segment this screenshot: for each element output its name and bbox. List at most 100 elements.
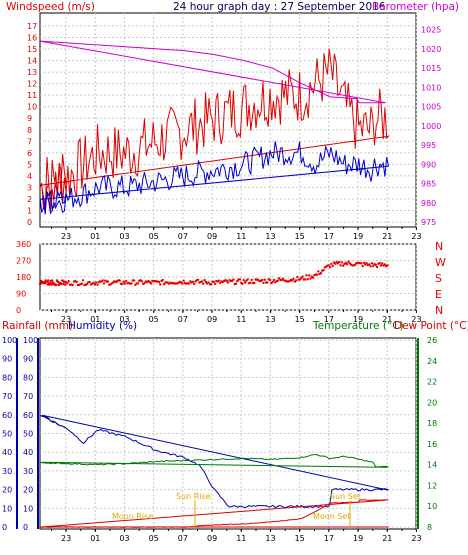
- temperature-tick-label: 16: [427, 440, 437, 449]
- wind-tick-label: 3: [27, 183, 32, 192]
- rain-tick-label: 50: [2, 430, 12, 439]
- direction-point: [196, 278, 200, 281]
- humidity-tick-label: 70: [23, 392, 33, 401]
- direction-point: [125, 279, 128, 283]
- direction-point: [88, 280, 91, 284]
- wind-barometer-panel: 23 01 03 05 07 09 11 13 15 17 19 21 2301234567891011…: [27, 12, 441, 241]
- direction-point: [238, 278, 242, 281]
- direction-point: [386, 264, 389, 267]
- time-label: 19: [353, 315, 363, 324]
- rain-tick-label: 0: [2, 523, 7, 532]
- direction-point: [67, 280, 70, 283]
- direction-point: [263, 278, 266, 281]
- time-label: 21: [382, 534, 392, 543]
- graph-title: 24 hour graph day : 27 September 2016: [173, 1, 386, 13]
- direction-point: [207, 281, 210, 284]
- moon-rise-label: Moon Rise: [112, 512, 153, 521]
- direction-point: [315, 273, 319, 276]
- rain-tick-label: 10: [2, 504, 12, 513]
- humidity-tick-label: 60: [23, 411, 33, 420]
- direction-point: [381, 262, 384, 265]
- time-label: 23: [411, 315, 421, 324]
- direction-tick-label: 90: [16, 290, 26, 299]
- temperature-tick-label: 24: [427, 357, 437, 366]
- direction-point: [66, 282, 69, 285]
- direction-point: [308, 274, 311, 277]
- wind-tick-label: 10: [27, 103, 37, 112]
- dewpoint-axis-label: Dew Point (°C): [394, 320, 468, 332]
- humidity-tick-label: 50: [23, 430, 33, 439]
- humidity-tick-label: 100: [23, 336, 38, 345]
- compass-label: E: [435, 288, 442, 301]
- direction-point: [159, 283, 162, 286]
- time-label: 07: [178, 232, 188, 241]
- direction-point: [225, 279, 228, 283]
- moon-set-label: Moon Set: [313, 512, 350, 521]
- humidity-tick-label: 30: [23, 467, 33, 476]
- temperature-tick-label: 22: [427, 378, 437, 387]
- direction-point: [365, 262, 368, 265]
- rain-tick-label: 90: [2, 355, 12, 364]
- barometer-tick-label: 1025: [421, 26, 441, 35]
- direction-point: [266, 281, 269, 284]
- direction-point: [372, 264, 375, 268]
- direction-point: [75, 280, 78, 284]
- direction-point: [60, 282, 63, 285]
- direction-point: [370, 262, 374, 265]
- direction-point: [181, 282, 184, 285]
- time-label: 09: [207, 232, 217, 241]
- wind-tick-label: 7: [27, 137, 32, 146]
- barometer-tick-label: 1020: [421, 45, 441, 54]
- wind-tick-label: 8: [27, 126, 32, 135]
- direction-point: [93, 283, 97, 286]
- direction-point: [345, 263, 349, 266]
- direction-point: [309, 277, 312, 280]
- humidity-tick-label: 0: [23, 523, 28, 532]
- direction-point: [203, 279, 206, 282]
- time-label: 21: [382, 315, 392, 324]
- temperature-tick-label: 12: [427, 481, 437, 490]
- direction-point: [162, 282, 166, 286]
- direction-point: [272, 278, 276, 282]
- compass-label: N: [435, 304, 443, 317]
- direction-point: [217, 279, 221, 282]
- time-label: 13: [265, 534, 275, 543]
- direction-point: [130, 282, 133, 285]
- rain-tick-label: 20: [2, 486, 12, 495]
- direction-point: [102, 282, 106, 285]
- direction-point: [210, 283, 213, 286]
- direction-point: [368, 263, 371, 266]
- compass-label: N: [435, 240, 443, 253]
- time-label: 01: [90, 232, 100, 241]
- direction-point: [121, 282, 124, 286]
- direction-point: [187, 282, 191, 285]
- compass-label: S: [435, 272, 442, 285]
- direction-point: [122, 280, 125, 283]
- direction-point: [375, 265, 379, 269]
- direction-point: [328, 266, 332, 269]
- time-label: 05: [149, 534, 159, 543]
- direction-point: [48, 283, 51, 286]
- time-label: 23: [411, 534, 421, 543]
- direction-point: [294, 279, 298, 282]
- direction-point: [319, 271, 323, 275]
- direction-point: [47, 279, 50, 282]
- wind-tick-label: 17: [27, 22, 37, 31]
- time-label: 11: [236, 232, 246, 241]
- compass-label: W: [435, 256, 446, 269]
- direction-point: [322, 269, 325, 272]
- direction-point: [292, 277, 295, 281]
- direction-point: [43, 281, 46, 284]
- direction-point: [241, 282, 244, 285]
- average-wind-line: [39, 141, 389, 215]
- direction-point: [193, 282, 196, 286]
- temperature-humidity-panel: 23 01 03 05 07 09 11 13 15 17 19 21 23 0 0 10 10 20 20 30 30…: [2, 336, 437, 543]
- direction-point: [123, 282, 127, 285]
- direction-point: [268, 278, 272, 282]
- direction-point: [106, 280, 110, 283]
- wind-tick-label: 12: [27, 80, 37, 89]
- time-label: 15: [295, 315, 305, 324]
- direction-point: [277, 277, 281, 280]
- direction-point: [340, 261, 343, 264]
